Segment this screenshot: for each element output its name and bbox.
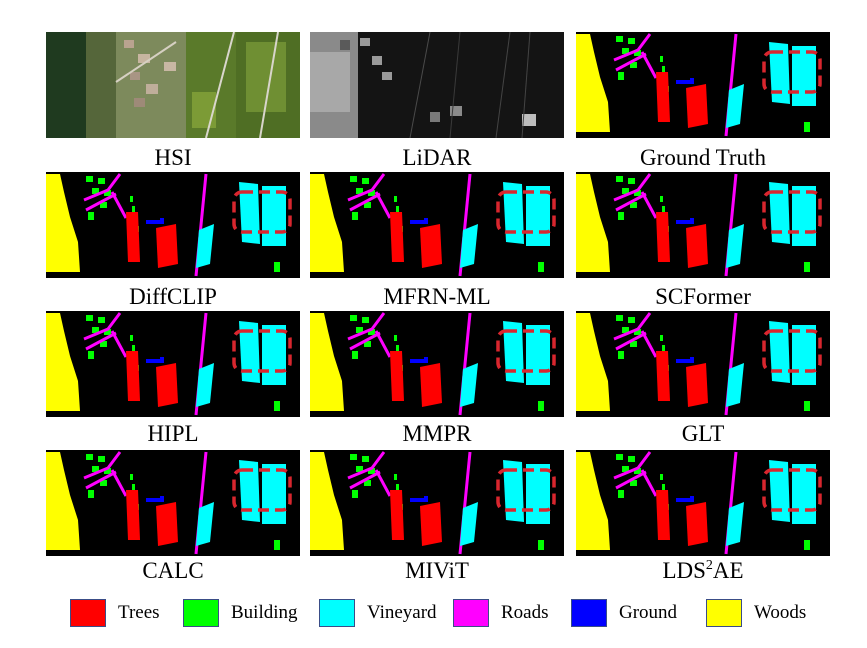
- panel-mmpr: [310, 311, 564, 417]
- caption-mfrn-ml: MFRN-ML: [383, 284, 491, 309]
- tree-regions: [126, 490, 178, 546]
- legend-building: Building: [183, 597, 298, 629]
- tree-regions: [126, 212, 178, 268]
- caption-mmpr: MMPR: [402, 421, 472, 446]
- tree-regions: [656, 351, 708, 407]
- panel-ground-truth: [576, 32, 830, 138]
- classification-map: [576, 311, 830, 417]
- classification-map: [576, 32, 830, 138]
- woods-region: [310, 452, 344, 550]
- panel-mfrn-ml: [310, 172, 564, 278]
- swatch-trees: [70, 599, 106, 627]
- legend-vineyard: Vineyard: [319, 597, 437, 629]
- building-regions: [350, 176, 544, 272]
- legend-trees: Trees: [70, 597, 160, 629]
- caption-mivit: MIViT: [405, 558, 469, 583]
- tree-regions: [390, 212, 442, 268]
- swatch-woods: [706, 599, 742, 627]
- classification-map: [576, 450, 830, 556]
- legend-roads: Roads: [453, 597, 549, 629]
- classification-map: [576, 172, 830, 278]
- swatch-building: [183, 599, 219, 627]
- highlight-box: [232, 190, 292, 234]
- legend-woods: Woods: [706, 597, 806, 629]
- woods-region: [310, 174, 344, 272]
- panel-hsi: [46, 32, 300, 138]
- vineyard-regions: [196, 460, 286, 546]
- panel-diffclip: [46, 172, 300, 278]
- tree-regions: [390, 490, 442, 546]
- vineyard-regions: [726, 460, 816, 546]
- classification-map: [46, 172, 300, 278]
- panel-glt: [576, 311, 830, 417]
- highlight-box: [762, 50, 822, 94]
- panel-calc: [46, 450, 300, 556]
- woods-region: [576, 174, 610, 272]
- caption-lidar: LiDAR: [402, 145, 472, 170]
- woods-region: [46, 452, 80, 550]
- tree-regions: [390, 351, 442, 407]
- caption-glt: GLT: [681, 421, 725, 446]
- caption-hsi: HSI: [154, 145, 192, 170]
- panel-lidar: [310, 32, 564, 138]
- tree-regions: [656, 490, 708, 546]
- panel-hipl: [46, 311, 300, 417]
- caption-ground-truth: Ground Truth: [640, 145, 766, 170]
- road-network: [83, 173, 208, 277]
- highlight-box: [762, 468, 822, 512]
- tree-regions: [656, 72, 708, 128]
- woods-region: [46, 174, 80, 272]
- hsi-image: [46, 32, 300, 138]
- highlight-box: [232, 329, 292, 373]
- swatch-ground: [571, 599, 607, 627]
- highlight-box: [496, 468, 556, 512]
- woods-region: [46, 313, 80, 411]
- swatch-roads: [453, 599, 489, 627]
- woods-region: [576, 34, 610, 132]
- highlight-box: [762, 329, 822, 373]
- highlight-box: [496, 190, 556, 234]
- caption-hipl: HIPL: [147, 421, 199, 446]
- panel-mivit: [310, 450, 564, 556]
- tree-regions: [656, 212, 708, 268]
- classification-map: [310, 450, 564, 556]
- panel-lds2ae: [576, 450, 830, 556]
- lidar-image: [310, 32, 564, 138]
- woods-region: [310, 313, 344, 411]
- classification-map: [310, 172, 564, 278]
- highlight-box: [762, 190, 822, 234]
- swatch-vineyard: [319, 599, 355, 627]
- panel-scformer: [576, 172, 830, 278]
- caption-diffclip: DiffCLIP: [129, 284, 217, 309]
- classification-map: [46, 311, 300, 417]
- woods-region: [576, 313, 610, 411]
- highlight-box: [232, 468, 292, 512]
- caption-lds2ae: LDS2AE: [662, 558, 744, 583]
- highlight-box: [496, 329, 556, 373]
- woods-region: [576, 452, 610, 550]
- classification-map: [46, 450, 300, 556]
- classification-map: [310, 311, 564, 417]
- caption-scformer: SCFormer: [655, 284, 751, 309]
- caption-calc: CALC: [142, 558, 204, 583]
- tree-regions: [126, 351, 178, 407]
- legend-ground: Ground: [571, 597, 677, 629]
